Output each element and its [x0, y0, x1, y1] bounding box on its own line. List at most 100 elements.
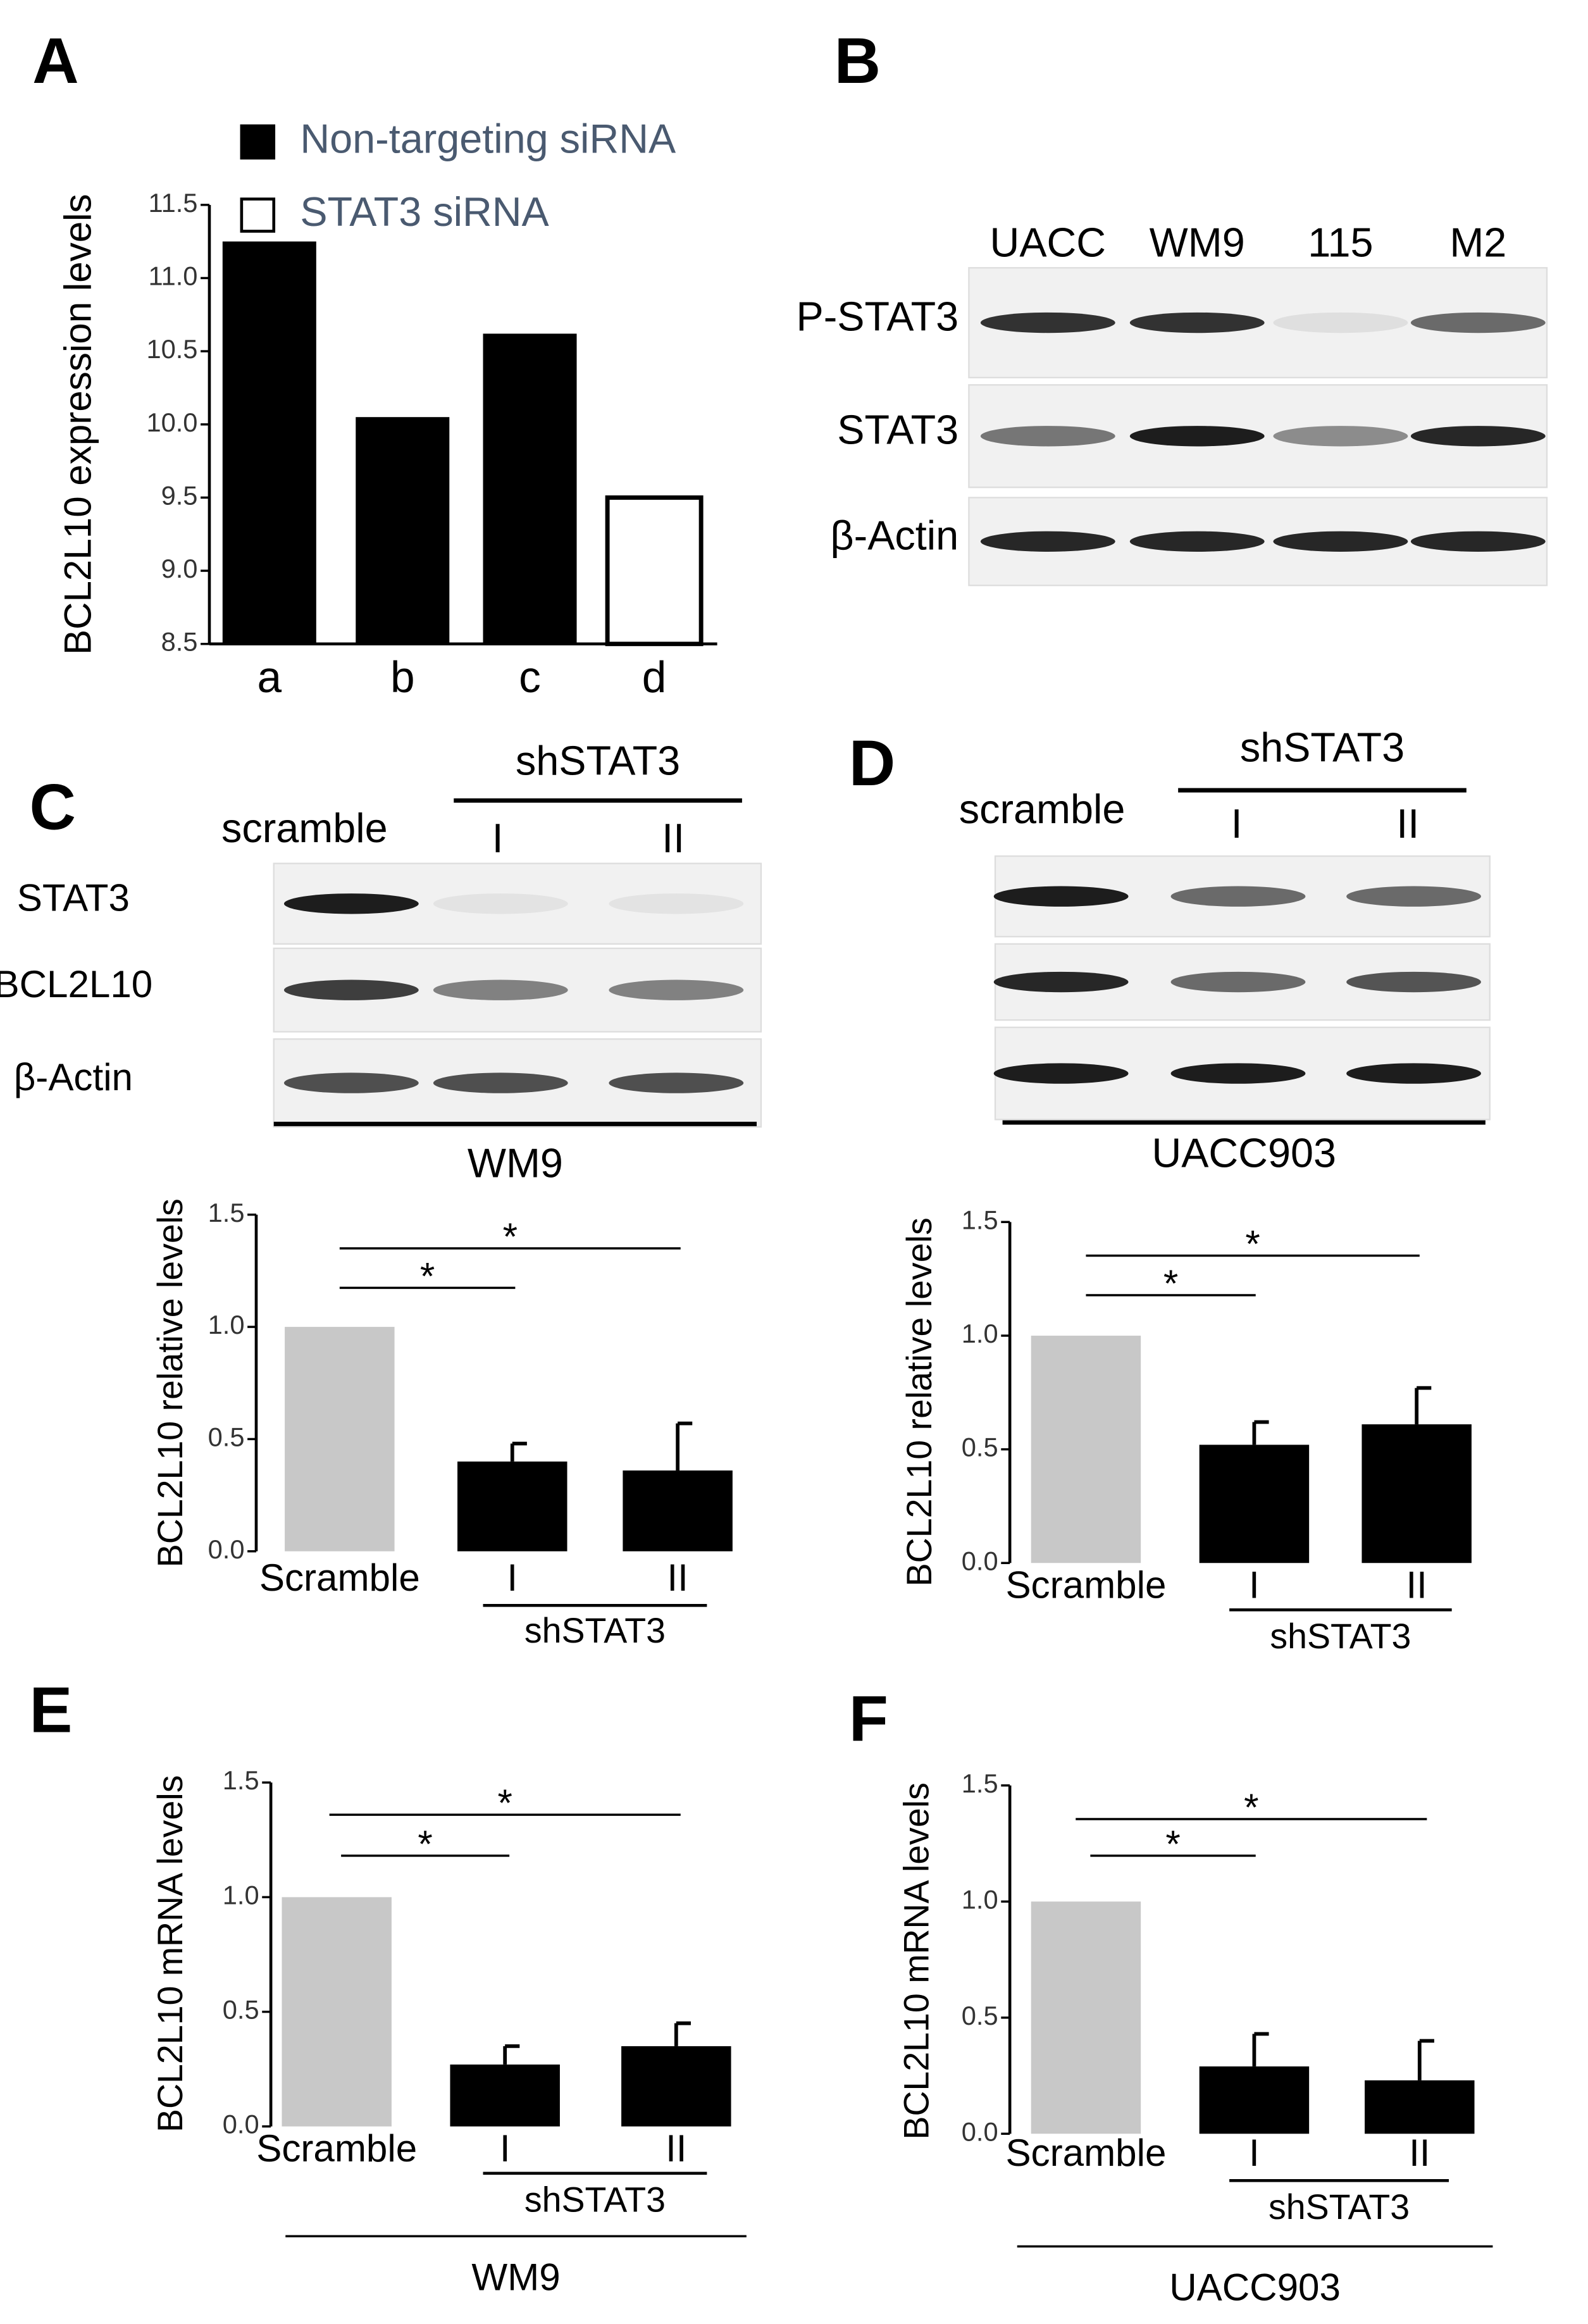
band — [609, 1072, 744, 1093]
panel-letter: C — [29, 771, 76, 843]
y-tick-label: 0.0 — [208, 1534, 245, 1564]
x-tick-label: Scramble — [1005, 2132, 1166, 2174]
band — [1129, 426, 1265, 447]
band — [283, 1072, 419, 1093]
band — [433, 1072, 568, 1093]
legend-swatch — [240, 124, 276, 160]
y-tick-label: 11.5 — [149, 188, 198, 218]
y-tick-label: 0.0 — [223, 2110, 259, 2139]
band — [980, 426, 1115, 447]
bar — [285, 1327, 395, 1551]
x-tick-label: Scramble — [1005, 1563, 1166, 1606]
legend-label: Non-targeting siRNA — [300, 115, 676, 161]
significance-mark: * — [1245, 1223, 1260, 1265]
x-tick-label: I — [1249, 2132, 1260, 2174]
x-tick-label: c — [519, 652, 541, 702]
panel-letter: F — [849, 1683, 888, 1755]
band — [1129, 312, 1265, 333]
group-label: shSTAT3 — [524, 2180, 666, 2220]
legend-swatch — [240, 197, 276, 233]
lane-label: II — [1396, 800, 1419, 847]
cell-line: WM9 — [471, 2256, 560, 2299]
lane-label: scramble — [959, 786, 1126, 832]
x-tick-label: I — [500, 2127, 511, 2170]
bar — [623, 1470, 733, 1551]
x-tick-label: I — [1249, 1563, 1260, 1606]
band — [433, 893, 568, 914]
band — [1410, 531, 1546, 552]
y-tick-label: 0.5 — [208, 1422, 245, 1451]
x-tick-label: II — [1409, 2132, 1430, 2174]
significance-mark: * — [497, 1782, 512, 1824]
error-bar — [1415, 1386, 1432, 1425]
x-tick-label: II — [667, 1557, 688, 1599]
significance-mark: * — [1163, 1262, 1178, 1305]
group-label: shSTAT3 — [524, 1611, 666, 1650]
row-label: β-Actin — [830, 512, 958, 558]
x-tick-label: b — [390, 652, 415, 702]
lane-label: M2 — [1449, 220, 1506, 266]
cell-line: UACC903 — [1151, 1129, 1336, 1176]
band — [1410, 312, 1546, 333]
error-bar — [510, 1441, 527, 1462]
panel-letter: E — [29, 1674, 72, 1746]
y-tick-label: 1.5 — [223, 1765, 259, 1795]
error-bar — [1417, 2039, 1434, 2080]
bar — [222, 241, 316, 644]
bar — [1199, 1445, 1310, 1563]
significance-mark: * — [1244, 1786, 1258, 1829]
panel-letter: A — [32, 25, 79, 97]
band — [1346, 886, 1481, 907]
row-label: BCL2L10 — [0, 963, 152, 1005]
lane-label: scramble — [221, 805, 388, 851]
x-tick-label: II — [1406, 1563, 1427, 1606]
band — [1170, 971, 1306, 993]
lane-label: WM9 — [1150, 220, 1245, 266]
lane-label: II — [662, 815, 685, 861]
band — [1273, 312, 1408, 333]
lane-label: 115 — [1308, 220, 1373, 266]
error-bar — [503, 2044, 520, 2065]
y-tick-label: 8.5 — [161, 627, 198, 657]
significance-mark: * — [420, 1255, 435, 1297]
legend-label: STAT3 siRNA — [300, 189, 549, 235]
bar — [1031, 1335, 1141, 1563]
bar — [1365, 2080, 1475, 2134]
bar — [483, 333, 577, 644]
group-label: shSTAT3 — [1269, 2187, 1410, 2227]
y-tick-label: 0.5 — [223, 1995, 259, 2025]
row-label: STAT3 — [17, 877, 130, 919]
x-tick-label: Scramble — [259, 1557, 420, 1599]
bar — [605, 495, 704, 647]
row-label: P-STAT3 — [797, 293, 959, 339]
band — [1273, 531, 1408, 552]
bar — [282, 1897, 392, 2127]
x-tick-label: Scramble — [256, 2127, 417, 2170]
lane-label: I — [492, 815, 504, 861]
x-tick-label: d — [642, 652, 667, 702]
band — [1273, 426, 1408, 447]
y-tick-label: 1.0 — [223, 1880, 259, 1910]
row-label: STAT3 — [837, 407, 958, 453]
bar — [1362, 1424, 1472, 1563]
band — [993, 886, 1129, 907]
lane-label: UACC — [990, 220, 1106, 266]
significance-mark: * — [503, 1215, 518, 1258]
y-axis-label: BCL2L10 relative levels — [900, 1217, 939, 1586]
lane-label: I — [1231, 800, 1243, 847]
error-bar — [1252, 1420, 1269, 1445]
y-axis-label: BCL2L10 expression levels — [56, 194, 99, 655]
row-label: β-Actin — [14, 1056, 133, 1098]
band — [980, 312, 1115, 333]
y-tick-label: 1.5 — [962, 1205, 998, 1234]
group-label: shSTAT3 — [1270, 1617, 1411, 1656]
y-tick-label: 0.0 — [962, 2116, 998, 2146]
band — [433, 979, 568, 1000]
significance-mark: * — [418, 1823, 432, 1865]
panel-letter: D — [849, 727, 896, 799]
error-bar — [1252, 2032, 1269, 2066]
band — [993, 971, 1129, 993]
band — [1129, 531, 1265, 552]
